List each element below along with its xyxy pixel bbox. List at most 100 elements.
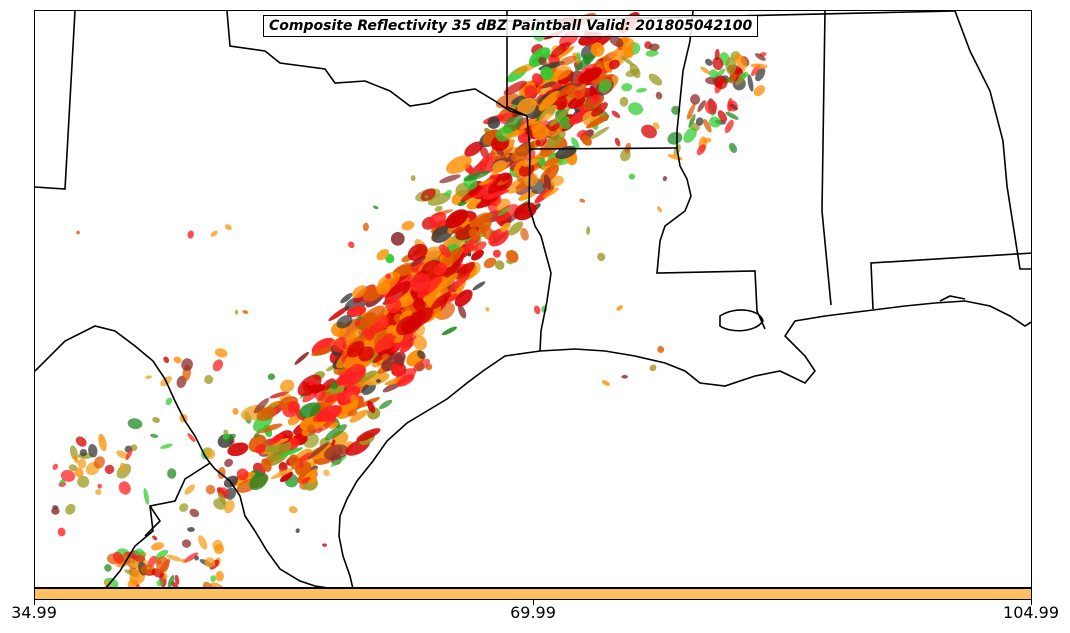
reflectivity-blob — [703, 118, 712, 133]
reflectivity-blob — [134, 554, 146, 563]
reflectivity-blob — [458, 304, 467, 319]
reflectivity-blob — [487, 189, 510, 198]
reflectivity-blob — [79, 448, 88, 457]
reflectivity-blob — [571, 137, 580, 150]
reflectivity-blob — [256, 406, 277, 421]
reflectivity-blob — [696, 144, 706, 156]
reflectivity-blob — [51, 507, 60, 515]
reflectivity-blob — [407, 243, 428, 261]
reflectivity-blob — [311, 347, 335, 357]
reflectivity-blob — [504, 129, 526, 139]
reflectivity-blob — [667, 131, 683, 145]
reflectivity-blob — [340, 293, 353, 304]
reflectivity-blob — [433, 262, 447, 276]
reflectivity-blob — [641, 124, 657, 139]
map-title: Composite Reflectivity 35 dBZ Paintball … — [263, 15, 759, 37]
reflectivity-blob — [227, 442, 249, 457]
reflectivity-blob — [224, 458, 234, 467]
alabama-georgia-border — [954, 11, 1031, 270]
colorbar-tick-label-mid: 69.99 — [510, 603, 556, 622]
reflectivity-blob — [204, 557, 216, 568]
reflectivity-blob — [166, 554, 183, 562]
reflectivity-blob — [508, 221, 524, 236]
reflectivity-blob — [316, 405, 342, 422]
reflectivity-blob — [378, 399, 393, 410]
reflectivity-blob — [381, 351, 406, 372]
reflectivity-blob — [714, 48, 720, 61]
reflectivity-blob — [330, 454, 347, 467]
reflectivity-blob — [728, 142, 738, 153]
reflectivity-blob — [359, 305, 386, 329]
reflectivity-blob — [181, 539, 192, 548]
reflectivity-blob — [416, 350, 426, 360]
reflectivity-blob — [98, 433, 107, 452]
reflectivity-blob — [503, 80, 527, 96]
reflectivity-blob — [619, 37, 635, 51]
reflectivity-blob — [306, 424, 315, 433]
reflectivity-blob — [324, 424, 347, 441]
reflectivity-blob — [505, 259, 513, 265]
reflectivity-blob — [514, 140, 542, 152]
reflectivity-blob — [300, 476, 311, 484]
reflectivity-blob — [205, 484, 216, 495]
reflectivity-blob — [254, 444, 267, 454]
arkansas-louisiana-border — [528, 147, 678, 150]
gulf-coastline — [338, 350, 541, 587]
reflectivity-blob — [331, 439, 336, 446]
reflectivity-blob — [52, 463, 59, 470]
reflectivity-blob — [662, 176, 668, 182]
reflectivity-blob — [223, 433, 236, 443]
reflectivity-blob — [491, 161, 511, 176]
reflectivity-blob — [347, 409, 358, 417]
reflectivity-blob — [104, 464, 115, 475]
reflectivity-blob — [591, 102, 608, 117]
reflectivity-blob — [60, 469, 76, 482]
reflectivity-blob — [363, 328, 375, 340]
reflectivity-blob — [210, 230, 218, 237]
reflectivity-blob — [528, 47, 551, 68]
reflectivity-blob — [550, 41, 571, 58]
reflectivity-blob — [704, 100, 718, 114]
reflectivity-blob — [356, 428, 381, 442]
reflectivity-blob — [734, 53, 748, 69]
reflectivity-blob — [648, 73, 663, 86]
reflectivity-blob — [167, 574, 175, 587]
reflectivity-blob — [431, 224, 454, 243]
reflectivity-blob — [648, 43, 660, 51]
reflectivity-blob — [140, 564, 155, 575]
reflectivity-blob — [156, 556, 170, 573]
reflectivity-blob — [542, 187, 559, 199]
reflectivity-blob — [688, 113, 696, 129]
reflectivity-blob — [709, 116, 721, 128]
reflectivity-blob — [147, 555, 157, 568]
reflectivity-blob — [488, 227, 510, 247]
reflectivity-blob — [156, 579, 164, 587]
reflectivity-blob — [167, 468, 177, 479]
reflectivity-blob — [381, 353, 389, 361]
reflectivity-blob — [401, 220, 415, 231]
reflectivity-blob — [445, 209, 469, 229]
reflectivity-blob — [753, 85, 766, 97]
reflectivity-blob — [65, 503, 76, 515]
mexico-state-line — [105, 462, 211, 587]
reflectivity-blob — [222, 433, 230, 440]
reflectivity-blob — [187, 527, 195, 532]
reflectivity-blob — [253, 432, 260, 438]
reflectivity-blob — [550, 175, 564, 187]
reflectivity-blob — [588, 126, 610, 141]
reflectivity-blob — [532, 124, 549, 140]
reflectivity-blob — [559, 55, 577, 66]
reflectivity-blob — [621, 374, 628, 379]
reflectivity-blob — [249, 472, 268, 491]
reflectivity-blob — [68, 464, 78, 472]
mississippi-alabama-border — [821, 11, 832, 306]
reflectivity-blob — [93, 456, 105, 469]
reflectivity-blob — [621, 83, 633, 92]
reflectivity-blob — [173, 356, 182, 364]
reflectivity-blob — [708, 69, 719, 79]
reflectivity-blob — [135, 583, 140, 587]
reflectivity-blob — [88, 443, 98, 458]
reflectivity-blob — [322, 543, 328, 547]
reflectivity-blob — [724, 119, 734, 134]
reflectivity-blob — [439, 174, 461, 184]
